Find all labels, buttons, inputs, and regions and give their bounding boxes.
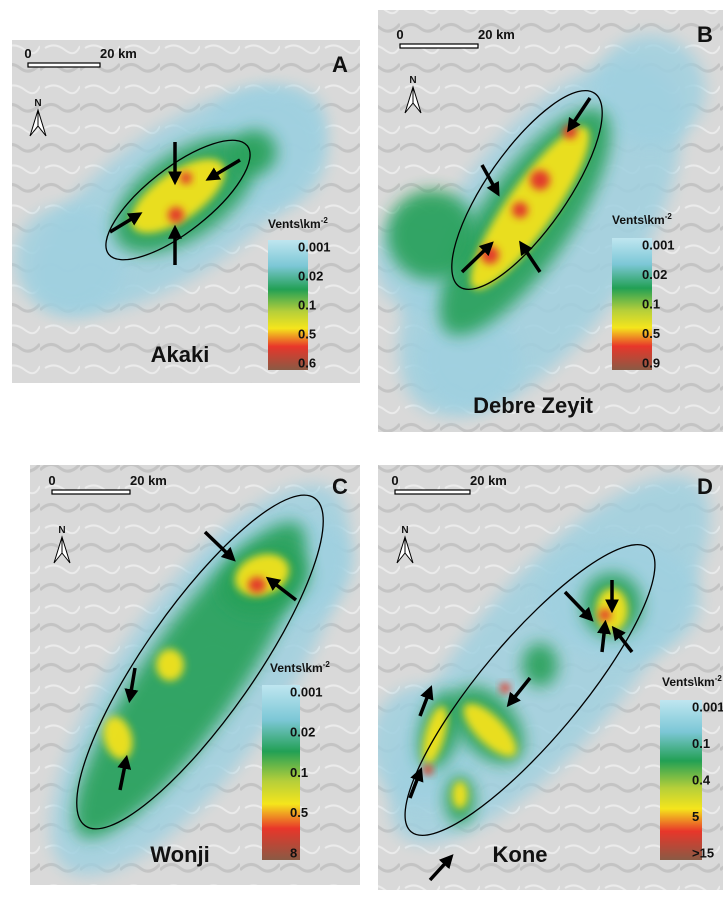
legend-label: 8	[290, 845, 297, 860]
legend-label: >15	[692, 845, 714, 860]
legend-title-sup: -2	[321, 216, 329, 225]
legend-label: 0.001	[642, 237, 675, 252]
map-panel: 0 20 km A N Vents\km-2 0.001 0.02 0.1 0.5 0.6 Akak…	[0, 40, 361, 383]
scale-bar	[395, 490, 470, 494]
legend-title-text: Vents\km	[268, 217, 321, 231]
density-area	[387, 190, 477, 280]
density-area	[156, 649, 184, 681]
legend-label: 0.02	[642, 267, 667, 282]
density-area	[423, 765, 433, 775]
legend-label: 0.4	[692, 772, 711, 787]
legend-label: 0.02	[290, 725, 315, 740]
legend-title: Vents\km-2	[268, 216, 328, 231]
legend-label: 0.1	[290, 765, 308, 780]
scale-bar	[52, 490, 130, 494]
legend-label: 0.001	[692, 699, 723, 714]
legend-title-sup: -2	[665, 212, 673, 221]
panel-letter: C	[332, 474, 348, 499]
legend-title-text: Vents\km	[270, 661, 323, 675]
panel-letter: D	[697, 474, 713, 499]
scale-label: 20 km	[478, 27, 515, 42]
scale-label: 20 km	[470, 473, 507, 488]
legend-title: Vents\km-2	[612, 212, 672, 227]
density-area	[233, 130, 277, 174]
scale-label: 0	[24, 46, 31, 61]
legend-label: 0.02	[298, 268, 323, 283]
density-area	[180, 172, 192, 184]
density-area	[452, 781, 468, 809]
field-name: Wonji	[150, 842, 209, 867]
legend-title: Vents\km-2	[662, 674, 722, 689]
density-area	[248, 577, 266, 593]
density-area	[595, 35, 705, 145]
north-label: N	[409, 75, 416, 86]
field-name: Kone	[493, 842, 548, 867]
map-panel: 0 20 km D N Vents\km-2 0.001 0.1 0.4 5 >15 Kone	[341, 432, 723, 890]
panel-letter: A	[332, 52, 348, 77]
legend-title: Vents\km-2	[270, 660, 330, 675]
scale-label: 0	[48, 473, 55, 488]
figure: 020 kmANVents\km-20.0010.020.10.50.6Akak…	[0, 0, 723, 907]
scale-bar	[28, 63, 100, 67]
density-area	[500, 683, 510, 693]
legend-title-text: Vents\km	[662, 675, 715, 689]
field-name: Akaki	[151, 342, 210, 367]
legend-title-text: Vents\km	[612, 213, 665, 227]
legend-title-sup: -2	[323, 660, 331, 669]
density-area	[512, 202, 528, 218]
scale-label: 0	[396, 27, 403, 42]
field-name: Debre Zeyit	[473, 393, 593, 418]
legend-label: 0.9	[642, 355, 660, 370]
legend-label: 5	[692, 809, 699, 824]
legend-label: 0.1	[642, 296, 660, 311]
density-area	[530, 170, 550, 190]
north-label: N	[58, 525, 65, 536]
legend-label: 0.5	[298, 326, 316, 341]
legend-label: 0.5	[642, 326, 660, 341]
density-area	[168, 207, 184, 223]
legend-label: 0.1	[692, 736, 710, 751]
legend-label: 0.1	[298, 297, 316, 312]
scale-label: 0	[391, 473, 398, 488]
legend-label: 0.001	[290, 684, 323, 699]
north-label: N	[34, 98, 41, 109]
map-panel: 0 20 km B N Vents\km-2 0.001 0.02 0.1 0.5 0.9 Debr…	[345, 10, 723, 462]
legend-label: 0.5	[290, 805, 308, 820]
legend-label: 0.001	[298, 239, 331, 254]
north-label: N	[401, 525, 408, 536]
scale-bar	[400, 44, 478, 48]
panel-letter: B	[697, 22, 713, 47]
density-area	[15, 205, 125, 315]
scale-label: 20 km	[130, 473, 167, 488]
map-panel: 0 20 km C N Vents\km-2 0.001 0.02 0.1 0.5 8 Wonji	[0, 443, 400, 907]
legend-title-sup: -2	[715, 674, 723, 683]
legend-label: 0.6	[298, 355, 316, 370]
density-area	[599, 609, 611, 621]
scale-label: 20 km	[100, 46, 137, 61]
